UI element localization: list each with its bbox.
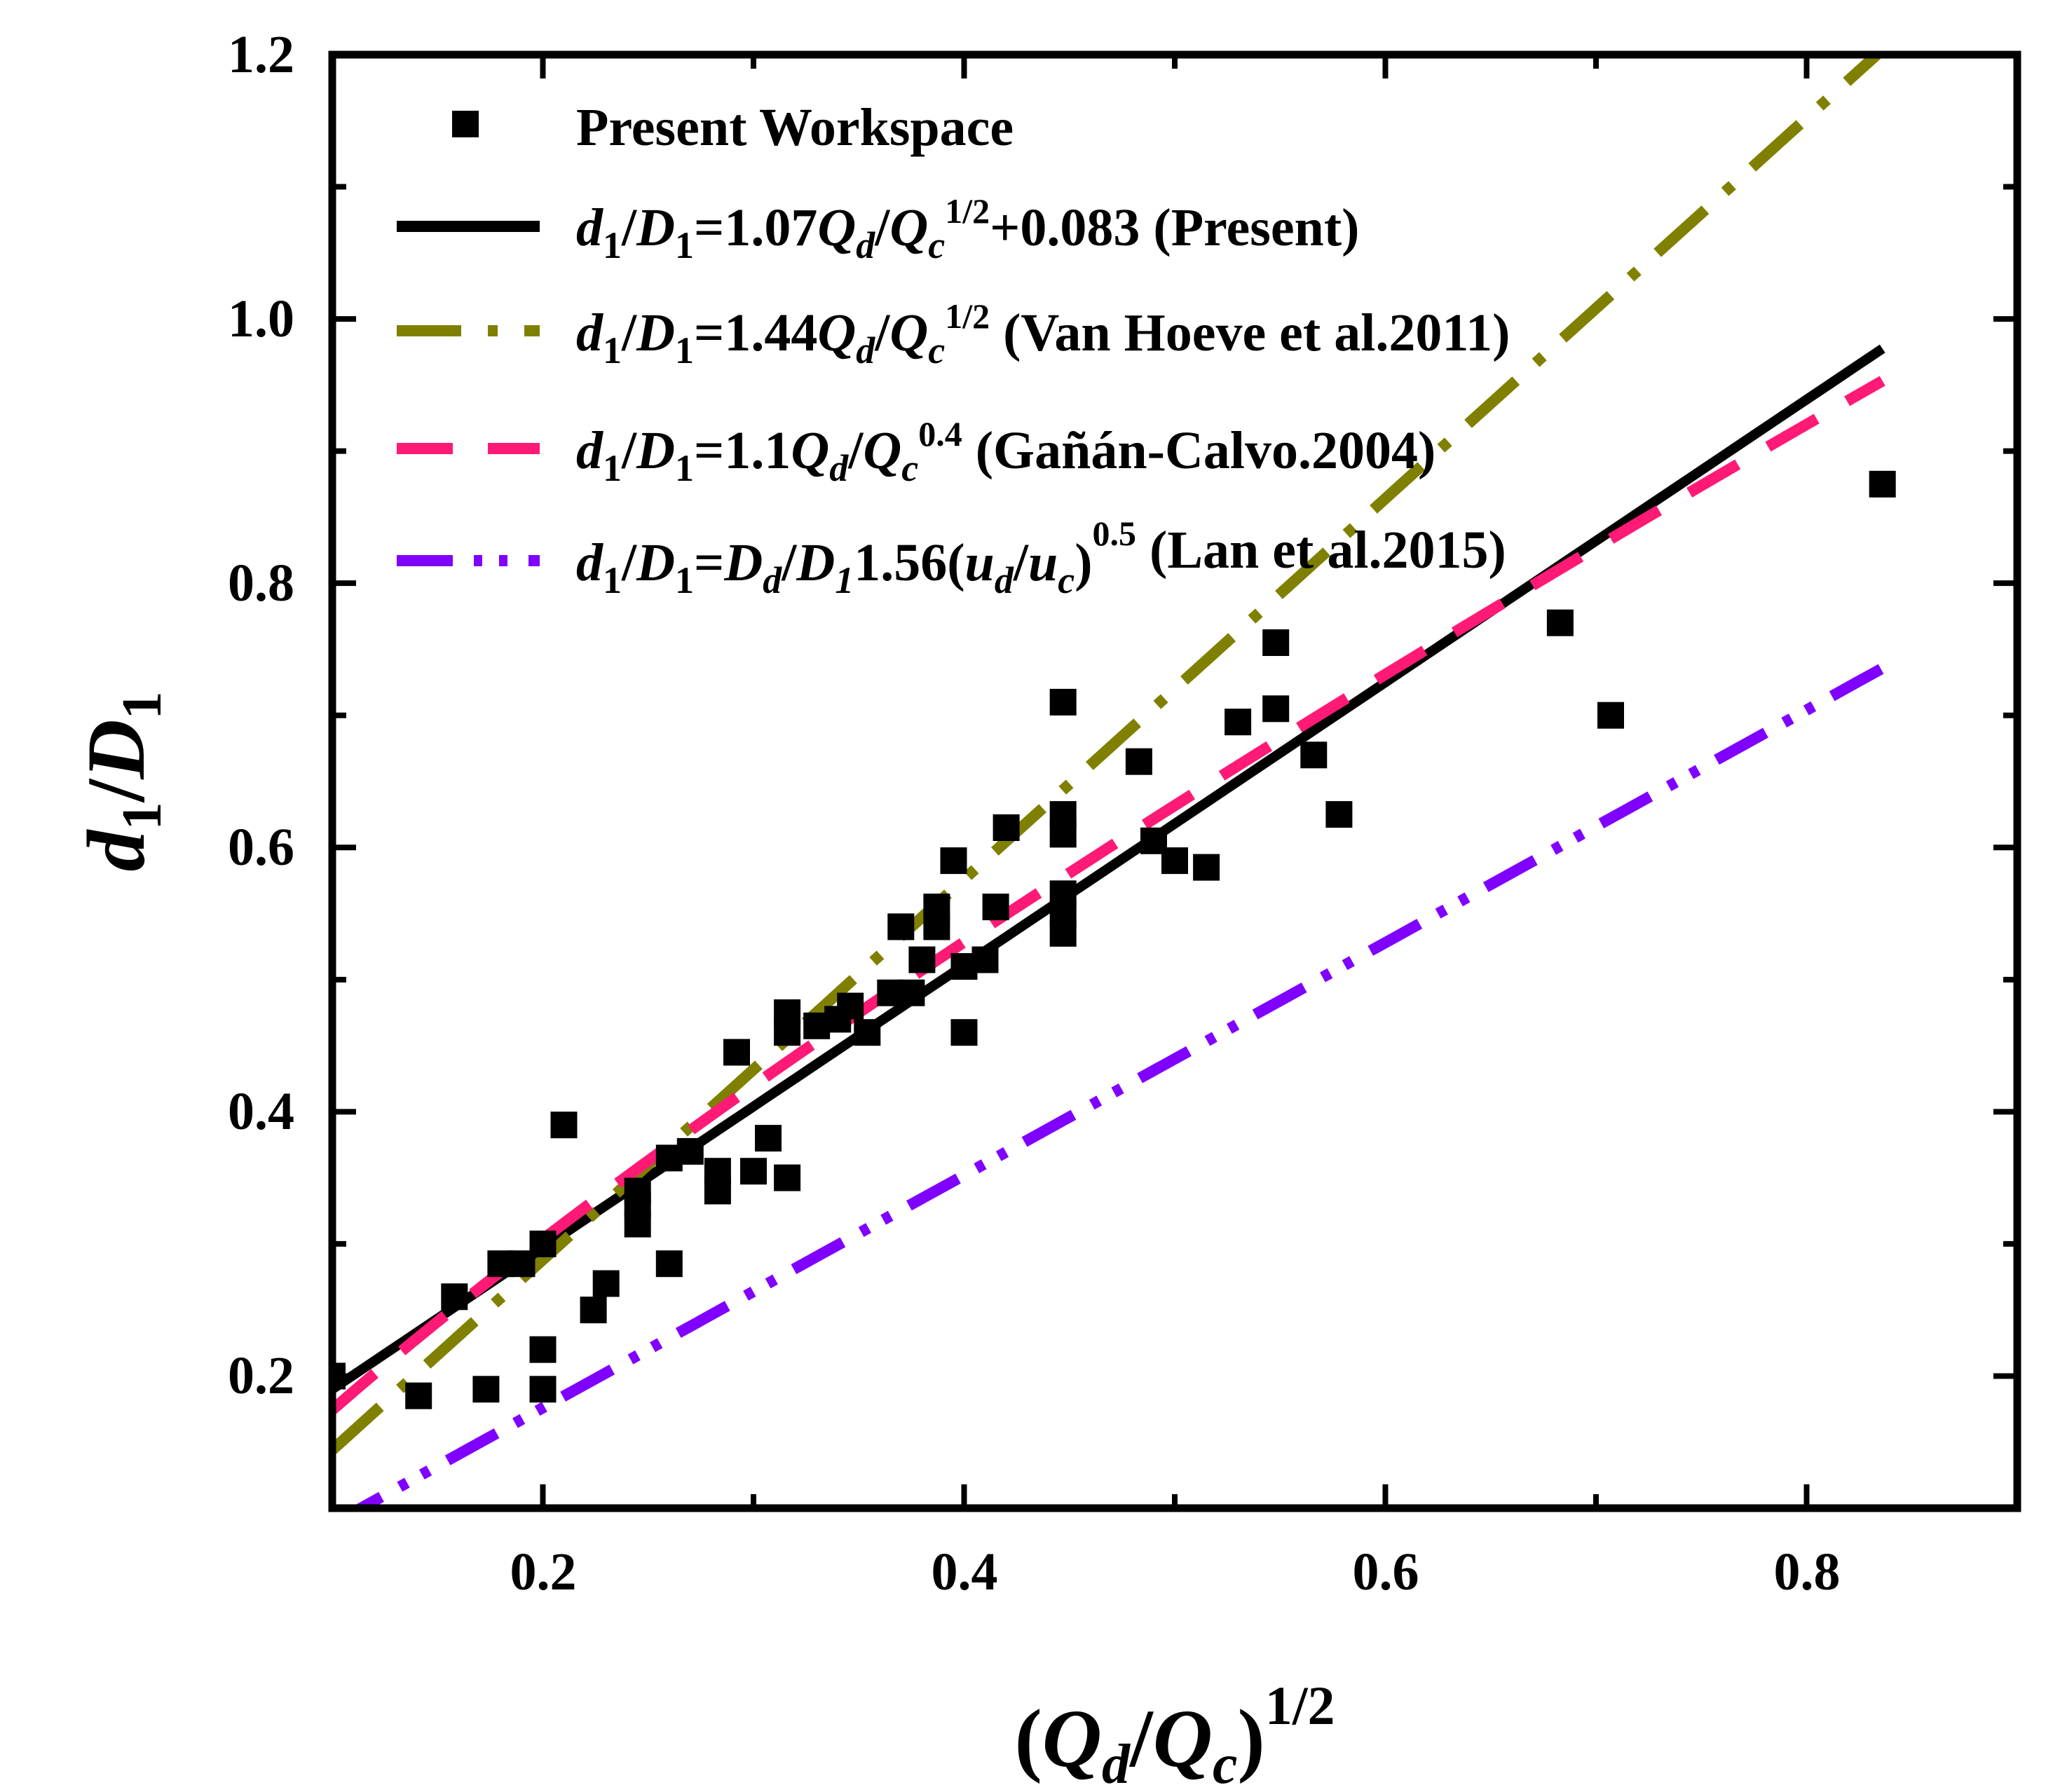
data-point [592, 1270, 620, 1297]
data-point [441, 1283, 468, 1311]
data-point [1325, 801, 1353, 828]
x-tick-label: 0.6 [1353, 1543, 1419, 1601]
data-point [940, 847, 967, 875]
data-point [704, 1158, 731, 1185]
data-point [887, 913, 915, 941]
data-point [676, 1137, 704, 1165]
plot-frame [328, 50, 2021, 1512]
series-line [332, 376, 1885, 1414]
data-point [755, 1125, 782, 1152]
data-point [774, 1164, 801, 1191]
y-tick-labels: 0.2 0.4 0.6 0.8 1.0 1.2 [228, 25, 294, 1405]
data-point [1546, 609, 1574, 636]
data-point [1161, 847, 1188, 875]
data-point [655, 1250, 683, 1278]
x-tick-label: 0.2 [510, 1543, 577, 1601]
legend: Present Workspace d1/D1=1.07Qd/Qc1/2+0.0… [397, 98, 1510, 601]
fit-lines [332, 55, 1885, 1508]
data-point [1300, 741, 1328, 769]
data-point [1597, 702, 1624, 729]
data-point [1049, 688, 1077, 716]
y-tick-label: 1.2 [228, 25, 294, 84]
legend-marker-scatter [452, 111, 479, 137]
legend-label-present: d1/D1=1.07Qd/Qc1/2+0.083 (Present) [576, 191, 1359, 266]
data-point [898, 979, 925, 1006]
data-point [405, 1382, 432, 1409]
legend-label-van-hoeve: d1/D1=1.44Qd/Qc1/2 (Van Hoeve et al.2011… [576, 296, 1510, 371]
data-point [908, 946, 936, 973]
data-point [472, 1376, 500, 1403]
data-point [529, 1376, 557, 1403]
y-tick-label: 0.2 [228, 1346, 294, 1405]
data-point [854, 1019, 881, 1046]
x-axis-title: (Qd/Qc)1/2 [1014, 1675, 1335, 1792]
legend-label-present-workspace: Present Workspace [576, 98, 1014, 157]
data-point [950, 1019, 978, 1046]
y-tick-label: 0.8 [228, 554, 294, 613]
series-line [349, 663, 1885, 1508]
data-point [740, 1158, 767, 1185]
y-tick-label: 0.6 [228, 818, 294, 877]
data-point [1262, 695, 1290, 723]
data-point [1869, 470, 1896, 498]
y-tick-label: 0.4 [228, 1082, 294, 1141]
data-point [923, 894, 950, 921]
x-tick-label: 0.4 [932, 1543, 998, 1601]
axis-ticks [332, 52, 2017, 1508]
legend-label-ganan-calvo: d1/D1=1.1Qd/Qc0.4 (Gañán-Calvo.2004) [576, 414, 1435, 489]
data-point [971, 946, 999, 973]
data-point [1262, 629, 1290, 656]
scatter-points [332, 470, 1896, 1409]
legend-label-lan: d1/D1=Dd/D11.56(ud/uc)0.5 (Lan et al.201… [576, 514, 1506, 601]
y-axis-title: d1/D1 [70, 691, 173, 871]
data-point [580, 1297, 607, 1324]
data-point [624, 1177, 651, 1205]
x-tick-label: 0.8 [1774, 1543, 1841, 1601]
data-point [1125, 748, 1152, 775]
data-point [1193, 854, 1220, 881]
series-line [332, 55, 1885, 1454]
data-point [993, 814, 1020, 841]
data-point [723, 1039, 750, 1066]
x-tick-labels: 0.2 0.4 0.6 0.8 [510, 1543, 1841, 1601]
data-point [529, 1230, 557, 1257]
data-point [1225, 709, 1252, 736]
data-point [1049, 880, 1077, 908]
data-point [529, 1336, 557, 1363]
data-point [550, 1112, 578, 1139]
data-point [982, 894, 1009, 921]
data-point [1049, 801, 1077, 828]
y-tick-label: 1.0 [228, 289, 294, 348]
data-point [774, 999, 801, 1026]
data-point [837, 992, 864, 1020]
